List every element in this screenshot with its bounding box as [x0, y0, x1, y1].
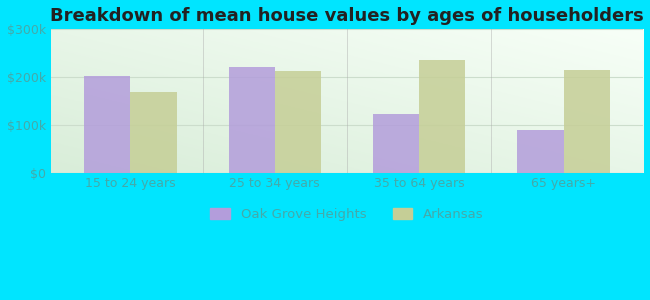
Bar [564, 70, 610, 172]
Bar [373, 114, 419, 172]
Bar [229, 67, 275, 172]
Bar [275, 71, 321, 172]
Bar [84, 76, 131, 172]
Title: Breakdown of mean house values by ages of householders: Breakdown of mean house values by ages o… [50, 7, 644, 25]
Legend: Oak Grove Heights, Arkansas: Oak Grove Heights, Arkansas [205, 202, 489, 226]
Bar [131, 92, 177, 172]
Bar [517, 130, 564, 172]
Bar [419, 60, 465, 172]
